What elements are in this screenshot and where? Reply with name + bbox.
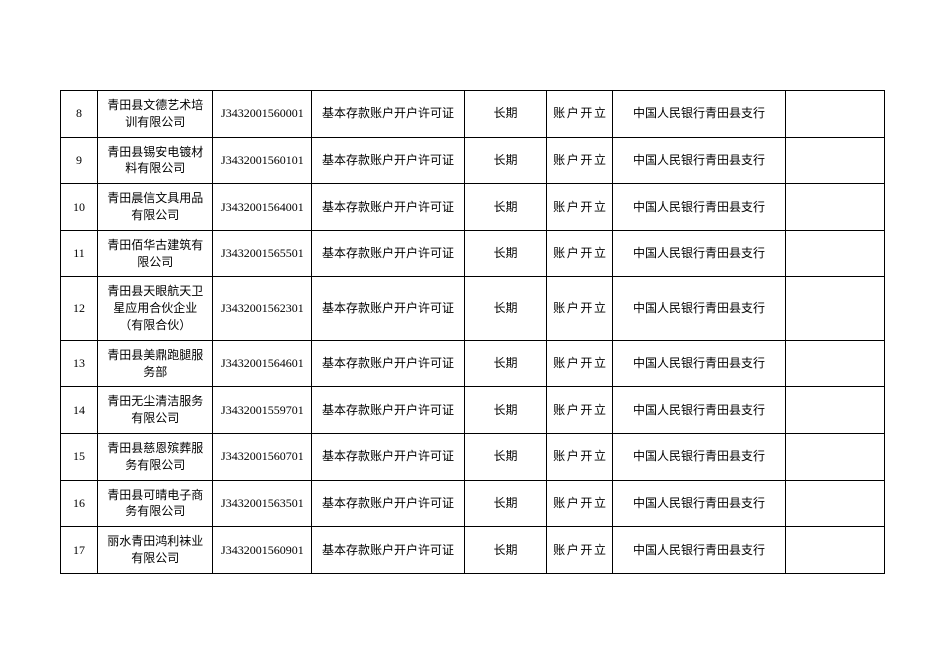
cell-idx: 16: [61, 480, 98, 527]
cell-bank: 中国人民银行青田县支行: [613, 527, 786, 574]
table-body: 8 青田县文德艺术培训有限公司 J3432001560001 基本存款账户开户许…: [61, 91, 885, 574]
cell-acct: 账户开立: [547, 527, 613, 574]
table-row: 10 青田晨信文具用品有限公司 J3432001564001 基本存款账户开户许…: [61, 184, 885, 231]
cell-code: J3432001559701: [213, 387, 312, 434]
cell-code: J3432001564601: [213, 340, 312, 387]
cell-permit: 基本存款账户开户许可证: [312, 184, 464, 231]
cell-name: 青田佰华古建筑有限公司: [98, 230, 213, 277]
cell-permit: 基本存款账户开户许可证: [312, 480, 464, 527]
cell-last: [786, 91, 885, 138]
table-row: 8 青田县文德艺术培训有限公司 J3432001560001 基本存款账户开户许…: [61, 91, 885, 138]
cell-code: J3432001565501: [213, 230, 312, 277]
cell-acct: 账户开立: [547, 230, 613, 277]
cell-bank: 中国人民银行青田县支行: [613, 91, 786, 138]
cell-name: 青田县美鼎跑腿服务部: [98, 340, 213, 387]
cell-term: 长期: [464, 184, 546, 231]
cell-code: J3432001563501: [213, 480, 312, 527]
cell-term: 长期: [464, 230, 546, 277]
cell-last: [786, 184, 885, 231]
data-table: 8 青田县文德艺术培训有限公司 J3432001560001 基本存款账户开户许…: [60, 90, 885, 574]
cell-name: 青田县锡安电镀材料有限公司: [98, 137, 213, 184]
table-row: 16 青田县可晴电子商务有限公司 J3432001563501 基本存款账户开户…: [61, 480, 885, 527]
cell-name: 丽水青田鸿利袜业有限公司: [98, 527, 213, 574]
cell-term: 长期: [464, 433, 546, 480]
cell-bank: 中国人民银行青田县支行: [613, 433, 786, 480]
cell-name: 青田县可晴电子商务有限公司: [98, 480, 213, 527]
cell-last: [786, 137, 885, 184]
cell-permit: 基本存款账户开户许可证: [312, 230, 464, 277]
cell-term: 长期: [464, 137, 546, 184]
cell-bank: 中国人民银行青田县支行: [613, 387, 786, 434]
cell-last: [786, 277, 885, 340]
cell-idx: 13: [61, 340, 98, 387]
cell-last: [786, 230, 885, 277]
cell-last: [786, 433, 885, 480]
cell-idx: 15: [61, 433, 98, 480]
cell-acct: 账户开立: [547, 277, 613, 340]
cell-code: J3432001560001: [213, 91, 312, 138]
cell-idx: 10: [61, 184, 98, 231]
cell-permit: 基本存款账户开户许可证: [312, 277, 464, 340]
cell-idx: 17: [61, 527, 98, 574]
cell-term: 长期: [464, 387, 546, 434]
cell-idx: 14: [61, 387, 98, 434]
cell-term: 长期: [464, 91, 546, 138]
cell-permit: 基本存款账户开户许可证: [312, 527, 464, 574]
cell-name: 青田县文德艺术培训有限公司: [98, 91, 213, 138]
table-row: 15 青田县慈恩殡葬服务有限公司 J3432001560701 基本存款账户开户…: [61, 433, 885, 480]
table-row: 12 青田县天眼航天卫星应用合伙企业（有限合伙） J3432001562301 …: [61, 277, 885, 340]
cell-idx: 11: [61, 230, 98, 277]
table-row: 13 青田县美鼎跑腿服务部 J3432001564601 基本存款账户开户许可证…: [61, 340, 885, 387]
cell-code: J3432001562301: [213, 277, 312, 340]
cell-idx: 8: [61, 91, 98, 138]
cell-name: 青田县天眼航天卫星应用合伙企业（有限合伙）: [98, 277, 213, 340]
cell-acct: 账户开立: [547, 480, 613, 527]
cell-bank: 中国人民银行青田县支行: [613, 137, 786, 184]
cell-idx: 12: [61, 277, 98, 340]
table-row: 14 青田无尘清洁服务有限公司 J3432001559701 基本存款账户开户许…: [61, 387, 885, 434]
cell-permit: 基本存款账户开户许可证: [312, 340, 464, 387]
table-row: 9 青田县锡安电镀材料有限公司 J3432001560101 基本存款账户开户许…: [61, 137, 885, 184]
cell-term: 长期: [464, 277, 546, 340]
cell-term: 长期: [464, 527, 546, 574]
cell-code: J3432001564001: [213, 184, 312, 231]
cell-acct: 账户开立: [547, 91, 613, 138]
cell-acct: 账户开立: [547, 137, 613, 184]
cell-permit: 基本存款账户开户许可证: [312, 91, 464, 138]
cell-term: 长期: [464, 340, 546, 387]
cell-idx: 9: [61, 137, 98, 184]
table-row: 17 丽水青田鸿利袜业有限公司 J3432001560901 基本存款账户开户许…: [61, 527, 885, 574]
cell-permit: 基本存款账户开户许可证: [312, 387, 464, 434]
cell-last: [786, 527, 885, 574]
table-row: 11 青田佰华古建筑有限公司 J3432001565501 基本存款账户开户许可…: [61, 230, 885, 277]
cell-acct: 账户开立: [547, 340, 613, 387]
cell-bank: 中国人民银行青田县支行: [613, 184, 786, 231]
cell-code: J3432001560701: [213, 433, 312, 480]
cell-acct: 账户开立: [547, 433, 613, 480]
cell-acct: 账户开立: [547, 184, 613, 231]
cell-last: [786, 340, 885, 387]
cell-acct: 账户开立: [547, 387, 613, 434]
cell-bank: 中国人民银行青田县支行: [613, 277, 786, 340]
cell-bank: 中国人民银行青田县支行: [613, 480, 786, 527]
cell-bank: 中国人民银行青田县支行: [613, 230, 786, 277]
cell-permit: 基本存款账户开户许可证: [312, 137, 464, 184]
cell-last: [786, 387, 885, 434]
cell-last: [786, 480, 885, 527]
cell-code: J3432001560101: [213, 137, 312, 184]
cell-name: 青田无尘清洁服务有限公司: [98, 387, 213, 434]
cell-bank: 中国人民银行青田县支行: [613, 340, 786, 387]
cell-term: 长期: [464, 480, 546, 527]
cell-permit: 基本存款账户开户许可证: [312, 433, 464, 480]
cell-name: 青田县慈恩殡葬服务有限公司: [98, 433, 213, 480]
cell-code: J3432001560901: [213, 527, 312, 574]
cell-name: 青田晨信文具用品有限公司: [98, 184, 213, 231]
